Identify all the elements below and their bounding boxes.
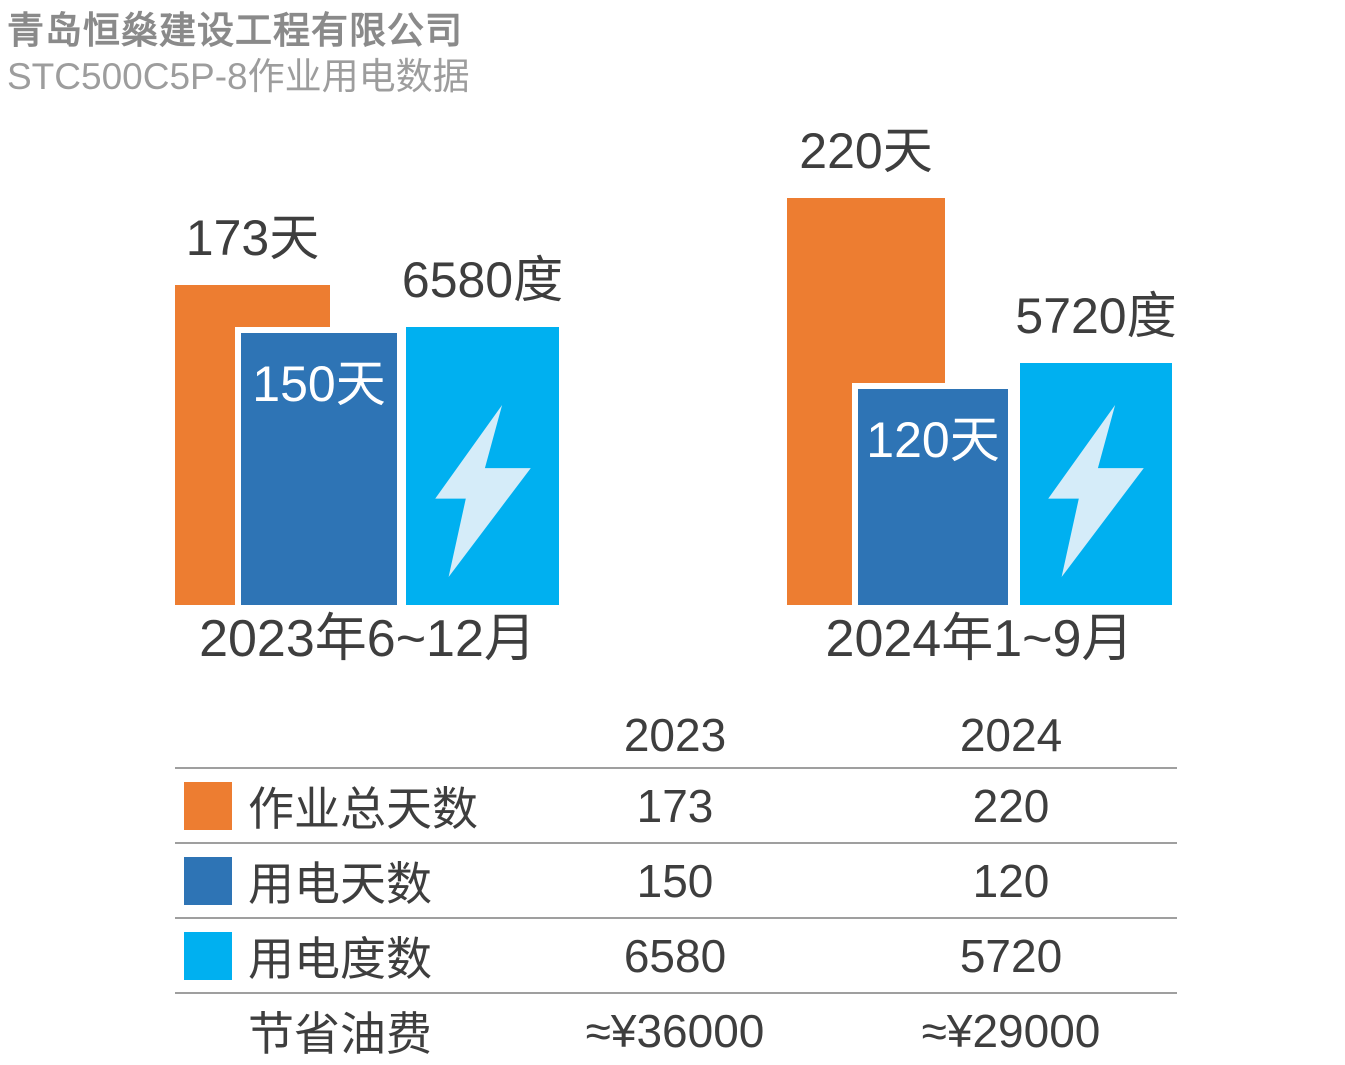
data-table: 2023 2024 作业总天数 173 220 用电天数 150 120 用电度… [175, 702, 1177, 1065]
company-title: 青岛恒燊建设工程有限公司 [7, 10, 463, 51]
bar-value-label: 120天 [866, 412, 1000, 468]
cell-value: 6580 [623, 929, 727, 982]
row-label: 作业总天数 [248, 782, 478, 835]
table-row: 用电度数 6580 5720 [175, 917, 1177, 992]
column-header-2023: 2023 [623, 708, 727, 761]
row-label: 用电天数 [248, 857, 432, 910]
bar-value-label: 220天 [799, 123, 933, 179]
bar-electric-days-2023: 150天 [235, 327, 397, 605]
cell-value: ≈¥29000 [921, 1004, 1101, 1057]
category-label-2023: 2023年6~12月 [199, 610, 536, 668]
table-row: 节省油费 ≈¥36000 ≈¥29000 [175, 992, 1177, 1065]
bar-value-label: 173天 [185, 210, 320, 266]
bar-electric-days-2024: 120天 [852, 383, 1008, 605]
cell-value: 173 [636, 779, 714, 832]
legend-swatch-kwh [184, 931, 232, 980]
title-block: 青岛恒燊建设工程有限公司 STC500C5P-8作业用电数据 [7, 8, 470, 101]
column-header-2024: 2024 [959, 708, 1063, 761]
row-label: 用电度数 [248, 932, 432, 985]
table-row: 用电天数 150 120 [175, 842, 1177, 917]
bar-value-label: 150天 [252, 356, 386, 412]
row-label: 节省油费 [248, 1007, 432, 1060]
category-label-2024: 2024年1~9月 [825, 610, 1134, 668]
cell-value: 150 [636, 854, 714, 907]
bar-kwh-2024: 5720度 [1015, 291, 1177, 605]
legend-swatch-total-days [184, 781, 232, 830]
cell-value: 120 [972, 854, 1050, 907]
cell-value: 5720 [959, 929, 1063, 982]
cell-value: 220 [972, 779, 1050, 832]
table-header-row: 2023 2024 [175, 702, 1177, 767]
chart-subtitle: STC500C5P-8作业用电数据 [7, 56, 470, 98]
bar-value-label: 5720度 [1015, 288, 1177, 344]
table-row: 作业总天数 173 220 [175, 767, 1177, 842]
bar-value-label: 6580度 [401, 252, 564, 308]
cell-value: ≈¥36000 [585, 1004, 765, 1057]
lightning-icon [434, 405, 531, 577]
bar-kwh-2023: 6580度 [402, 255, 563, 605]
legend-swatch-electric-days [184, 856, 232, 905]
lightning-icon [1048, 405, 1144, 577]
